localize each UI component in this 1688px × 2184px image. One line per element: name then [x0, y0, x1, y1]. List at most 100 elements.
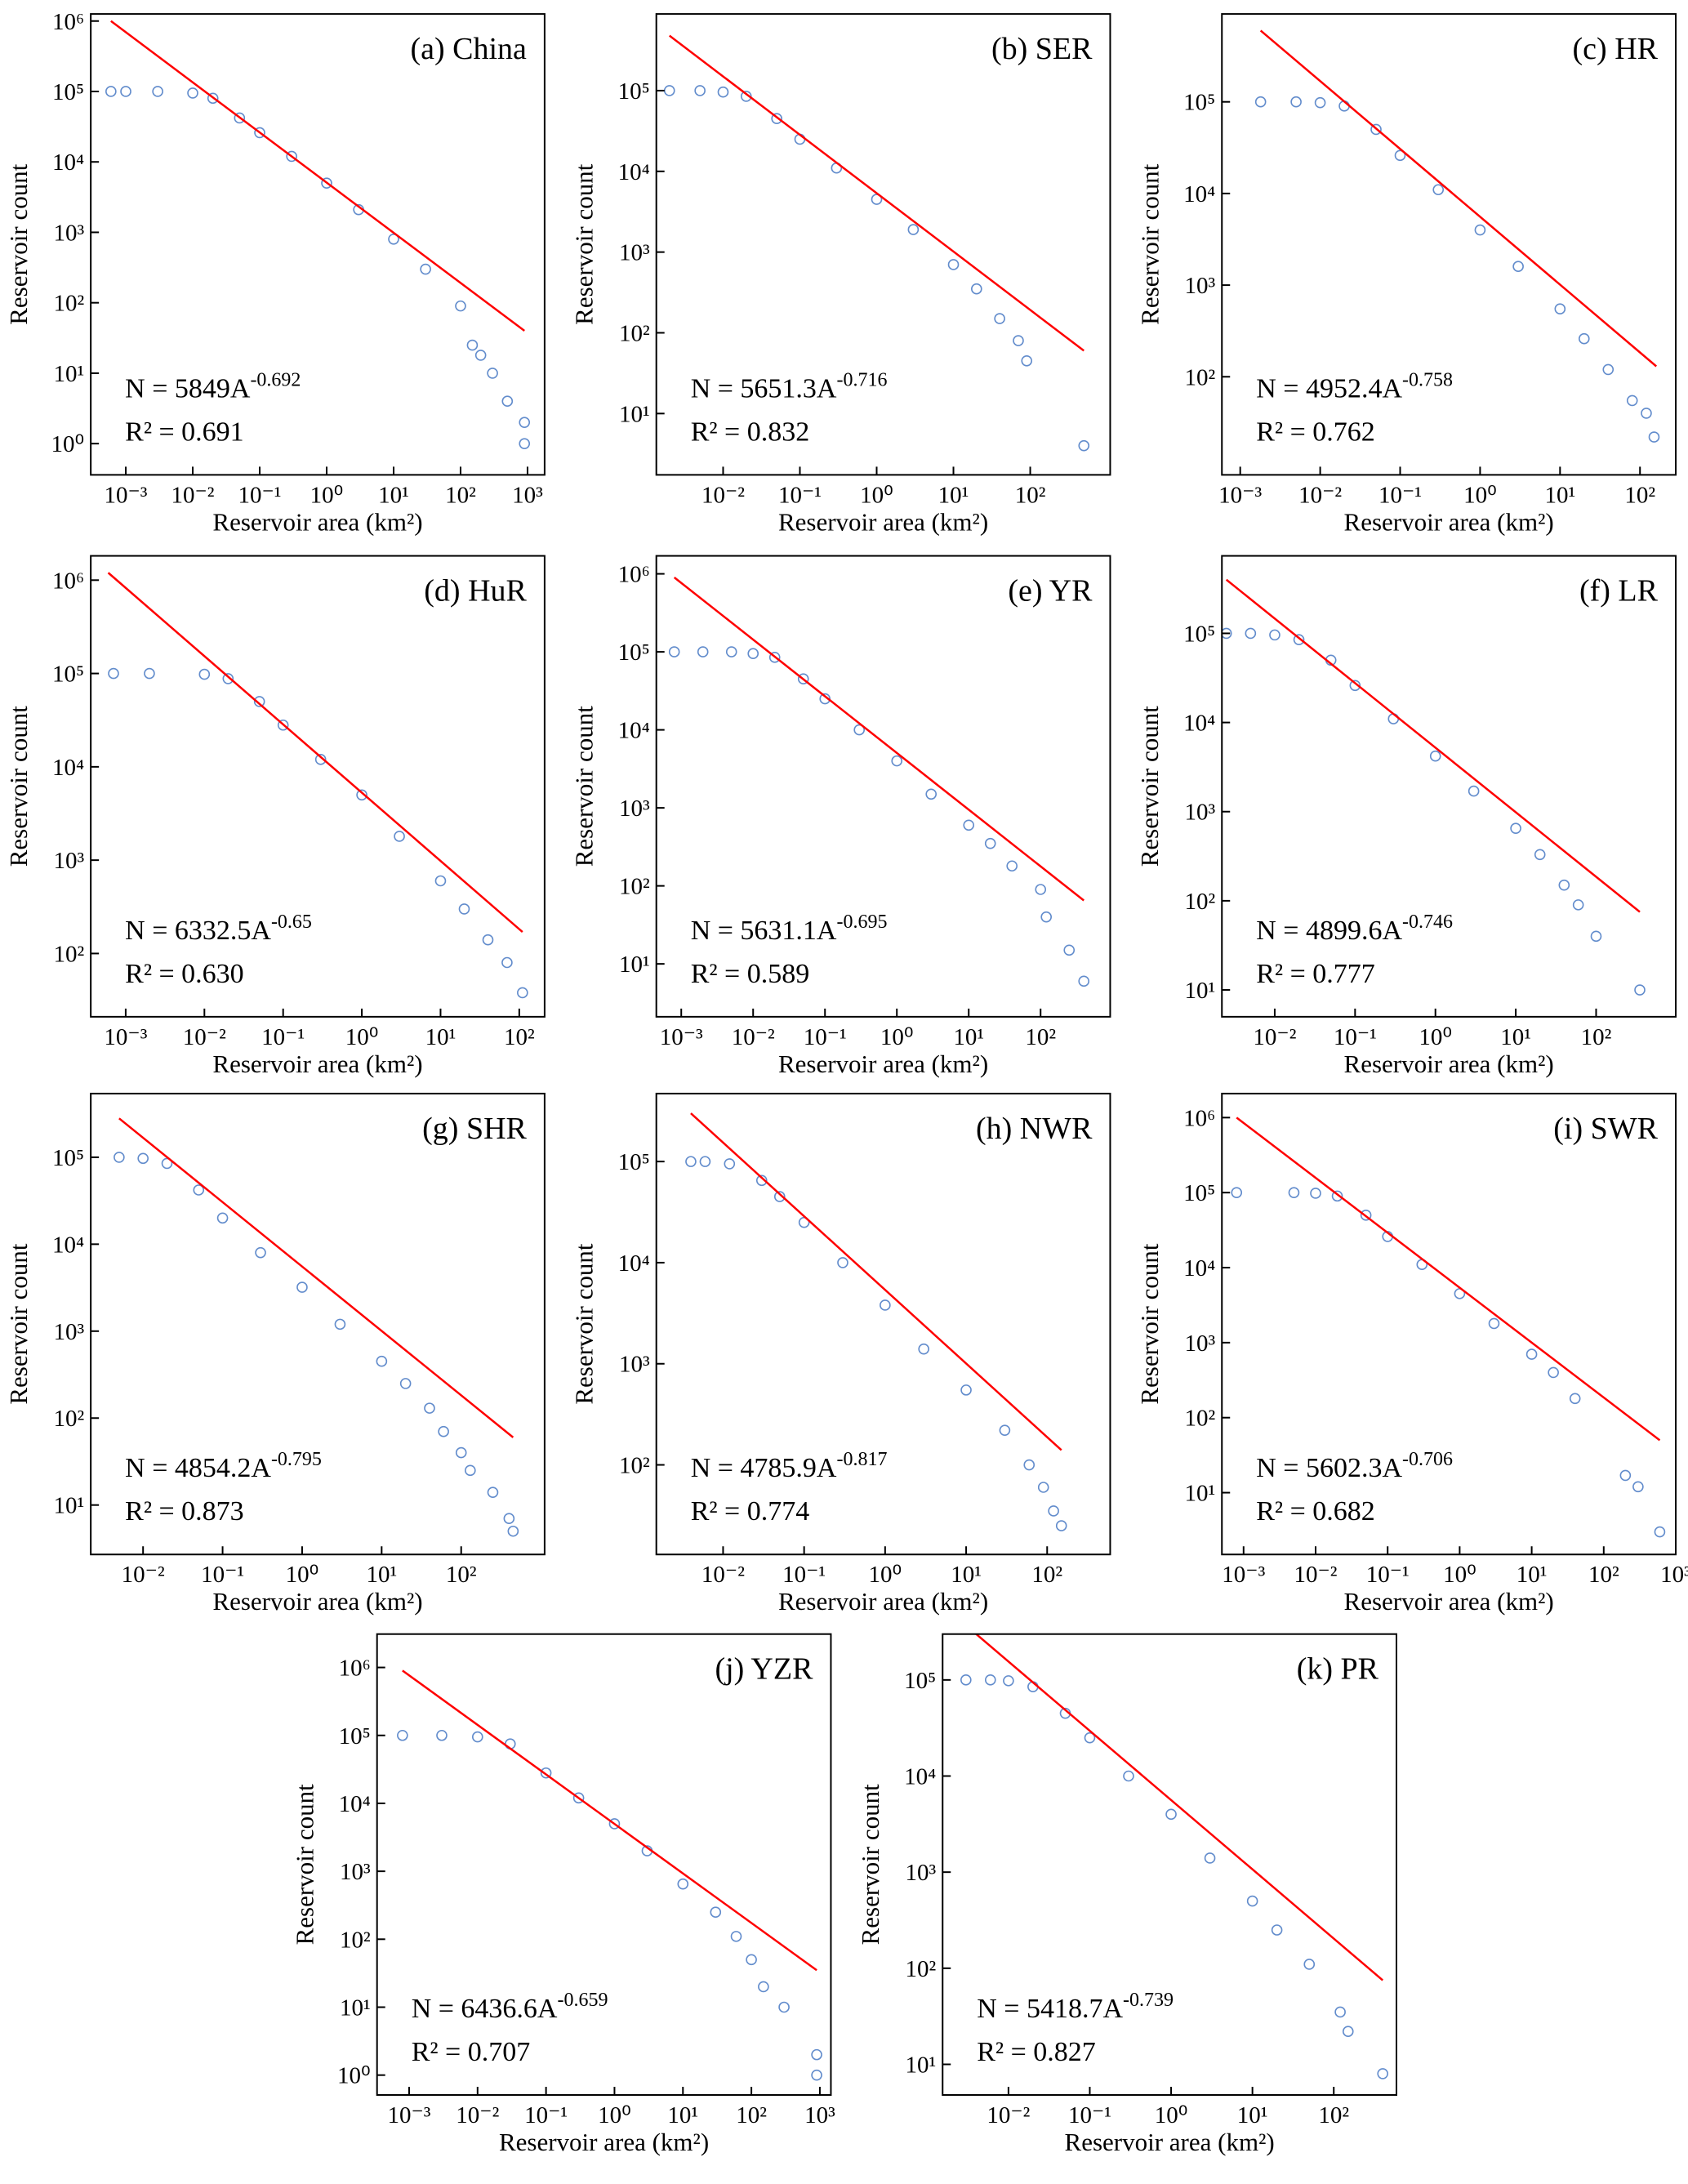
- point: [161, 1157, 173, 1170]
- y-tick-label: 10⁶: [52, 568, 84, 594]
- x-tick-label: 10⁰: [1155, 2102, 1188, 2128]
- point: [1310, 1188, 1321, 1199]
- point: [1590, 930, 1602, 943]
- panel-title: (i) SWR: [1553, 1112, 1658, 1146]
- x-tick-label: 10⁻³: [660, 1024, 703, 1050]
- point: [724, 1158, 736, 1170]
- panel-title: (c) HR: [1573, 32, 1659, 66]
- point: [755, 1174, 768, 1187]
- r-squared: R² = 0.630: [125, 959, 244, 989]
- point: [517, 987, 528, 999]
- point: [1055, 1520, 1067, 1531]
- point: [1548, 1366, 1559, 1379]
- y-tick-label: 10⁵: [618, 640, 650, 666]
- x-tick-label: 10²: [446, 1562, 477, 1588]
- y-tick-label: 10²: [340, 1927, 371, 1953]
- point: [778, 2001, 790, 2013]
- axes-frame: [655, 1092, 1111, 1556]
- point: [710, 1906, 722, 1919]
- point: [717, 86, 729, 98]
- y-tick-label: 10⁴: [1183, 1255, 1215, 1281]
- plot-area: [668, 576, 1090, 987]
- y-tick-label: 10⁴: [1183, 711, 1215, 737]
- equation: N = 4785.9A-0.817: [691, 1449, 888, 1483]
- x-tick-label: 10²: [1015, 482, 1046, 508]
- plot-area: [397, 1669, 822, 2081]
- x-tick-label: 10⁰: [1463, 482, 1497, 508]
- equation-base: N = 4785.9A: [691, 1453, 837, 1483]
- equation-base: N = 4952.4A: [1256, 373, 1402, 403]
- point: [458, 903, 470, 915]
- point: [891, 755, 903, 767]
- y-tick-label: 10¹: [53, 1493, 84, 1519]
- panel-title: (f) LR: [1579, 574, 1659, 608]
- point: [1654, 1526, 1666, 1538]
- point: [234, 112, 246, 124]
- x-tick-label: 10⁻³: [1222, 1562, 1265, 1588]
- axes-frame: [90, 555, 546, 1018]
- point: [1303, 1959, 1316, 1970]
- panel-title: (h) NWR: [976, 1112, 1093, 1146]
- point: [1634, 984, 1646, 996]
- plot-area: [105, 20, 531, 449]
- point: [1349, 680, 1361, 692]
- fit-line: [110, 20, 525, 332]
- y-tick-label: 10⁶: [618, 562, 650, 588]
- x-tick-label: 10¹: [378, 482, 409, 508]
- fit-line: [690, 1112, 1062, 1451]
- x-axis-label: Reservoir area (km²): [1344, 1050, 1554, 1078]
- equation-exponent: -0.746: [1402, 911, 1453, 933]
- y-tick-label: 10⁵: [52, 1145, 84, 1171]
- x-tick-label: 10⁻²: [1298, 482, 1342, 508]
- y-axis-label: Reservoir count: [1135, 706, 1164, 867]
- x-tick-label: 10⁻²: [1253, 1024, 1296, 1050]
- x-tick-label: 10⁰: [598, 2102, 631, 2128]
- panel: 10⁻³ 10⁻² 10⁻¹ 10⁰ 10¹ 10² 10³ 10⁰ 10¹ 10² 10³ 10⁴ 1…: [291, 1633, 835, 2156]
- point: [971, 283, 982, 295]
- point: [314, 754, 327, 765]
- point: [1648, 431, 1660, 443]
- point: [1394, 149, 1406, 162]
- point: [296, 1281, 308, 1293]
- x-axis-label: Reservoir area (km²): [1344, 507, 1554, 536]
- point: [253, 696, 265, 707]
- r-squared: R² = 0.762: [1256, 417, 1375, 447]
- y-axis-label: Reservoir count: [4, 163, 33, 325]
- x-tick-label: 10²: [1318, 2102, 1349, 2128]
- equation-exponent: -0.758: [1402, 369, 1453, 390]
- point: [1063, 944, 1076, 956]
- x-tick-label: 10²: [736, 2102, 767, 2128]
- point: [507, 1525, 519, 1537]
- equation-base: N = 6332.5A: [125, 916, 271, 946]
- point: [254, 127, 265, 139]
- point: [1290, 96, 1302, 108]
- equation-base: N = 4899.6A: [1256, 916, 1402, 946]
- x-tick-label: 10⁻¹: [524, 2102, 568, 2128]
- y-tick-label: 10⁰: [337, 2063, 371, 2089]
- point: [114, 1152, 125, 1163]
- point: [471, 1731, 483, 1743]
- equation: N = 5849A-0.692: [125, 369, 301, 403]
- point: [1468, 785, 1480, 797]
- point: [1006, 860, 1018, 872]
- y-tick-label: 10³: [619, 1352, 650, 1378]
- y-tick-label: 10³: [1185, 273, 1216, 299]
- fit-line: [673, 576, 1085, 902]
- panel: 10⁻³ 10⁻² 10⁻¹ 10⁰ 10¹ 10² 10³ 10¹ 10² 10³ 10⁴ 10⁵ 1…: [1135, 1092, 1688, 1616]
- equation-base: N = 5631.1A: [691, 916, 837, 946]
- plot-area: [1231, 1117, 1666, 1538]
- x-tick-label: 10⁻³: [105, 482, 148, 508]
- point: [1123, 1770, 1134, 1782]
- y-tick-label: 10⁶: [339, 1656, 371, 1682]
- axes-frame: [655, 555, 1111, 1018]
- r-squared: R² = 0.777: [1256, 959, 1375, 989]
- fit-line: [1236, 1117, 1661, 1442]
- x-tick-label: 10⁻³: [1218, 482, 1262, 508]
- point: [482, 934, 494, 946]
- point: [1534, 849, 1546, 861]
- plot-area: [663, 34, 1090, 452]
- y-tick-label: 10²: [619, 874, 650, 900]
- point: [685, 1156, 697, 1167]
- y-axis-label: Reservoir count: [1135, 1243, 1164, 1405]
- panel: 10⁻² 10⁻¹ 10⁰ 10¹ 10² 10¹ 10² 10³ 10⁴ 10⁵ Reservoi…: [570, 13, 1111, 536]
